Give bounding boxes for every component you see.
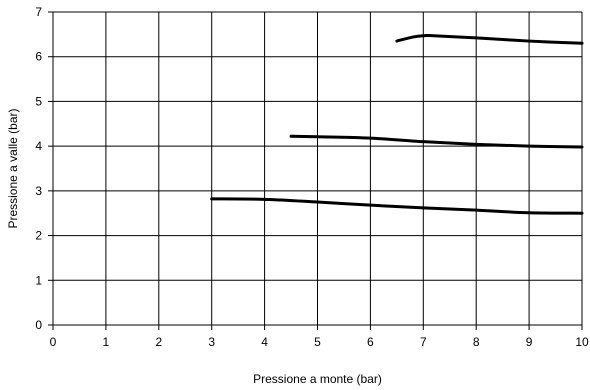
y-tick-label: 5 bbox=[35, 94, 42, 108]
x-tick-label: 1 bbox=[103, 335, 110, 349]
y-tick-label: 4 bbox=[35, 139, 42, 153]
grid bbox=[52, 11, 583, 326]
x-tick-label: 3 bbox=[208, 335, 215, 349]
y-tick-label: 1 bbox=[35, 273, 42, 287]
x-tick-label: 8 bbox=[473, 335, 480, 349]
x-tick-label: 6 bbox=[367, 335, 374, 349]
y-tick-label: 2 bbox=[35, 229, 42, 243]
x-tick-label: 2 bbox=[155, 335, 162, 349]
y-tick-label: 0 bbox=[35, 318, 42, 332]
x-tick-label: 9 bbox=[526, 335, 533, 349]
y-axis-title: Pressione a valle (bar) bbox=[6, 108, 20, 228]
series-line-1 bbox=[395, 33, 584, 45]
tick-labels: 0 1 2 3 4 5 6 7 8 9 10 0 1 2 3 4 5 6 7 bbox=[35, 5, 589, 349]
y-tick-label: 6 bbox=[35, 50, 42, 64]
x-tick-label: 10 bbox=[575, 335, 589, 349]
x-tick-label: 4 bbox=[261, 335, 268, 349]
y-tick-label: 3 bbox=[35, 184, 42, 198]
x-tick-label: 7 bbox=[420, 335, 427, 349]
series-line-3 bbox=[210, 197, 584, 215]
series-line-2 bbox=[289, 134, 584, 149]
x-tick-label: 5 bbox=[314, 335, 321, 349]
x-axis-title: Pressione a monte (bar) bbox=[253, 372, 382, 386]
series-lines bbox=[210, 33, 584, 215]
axes bbox=[48, 11, 583, 330]
x-tick-label: 0 bbox=[50, 335, 57, 349]
y-tick-label: 7 bbox=[35, 5, 42, 19]
